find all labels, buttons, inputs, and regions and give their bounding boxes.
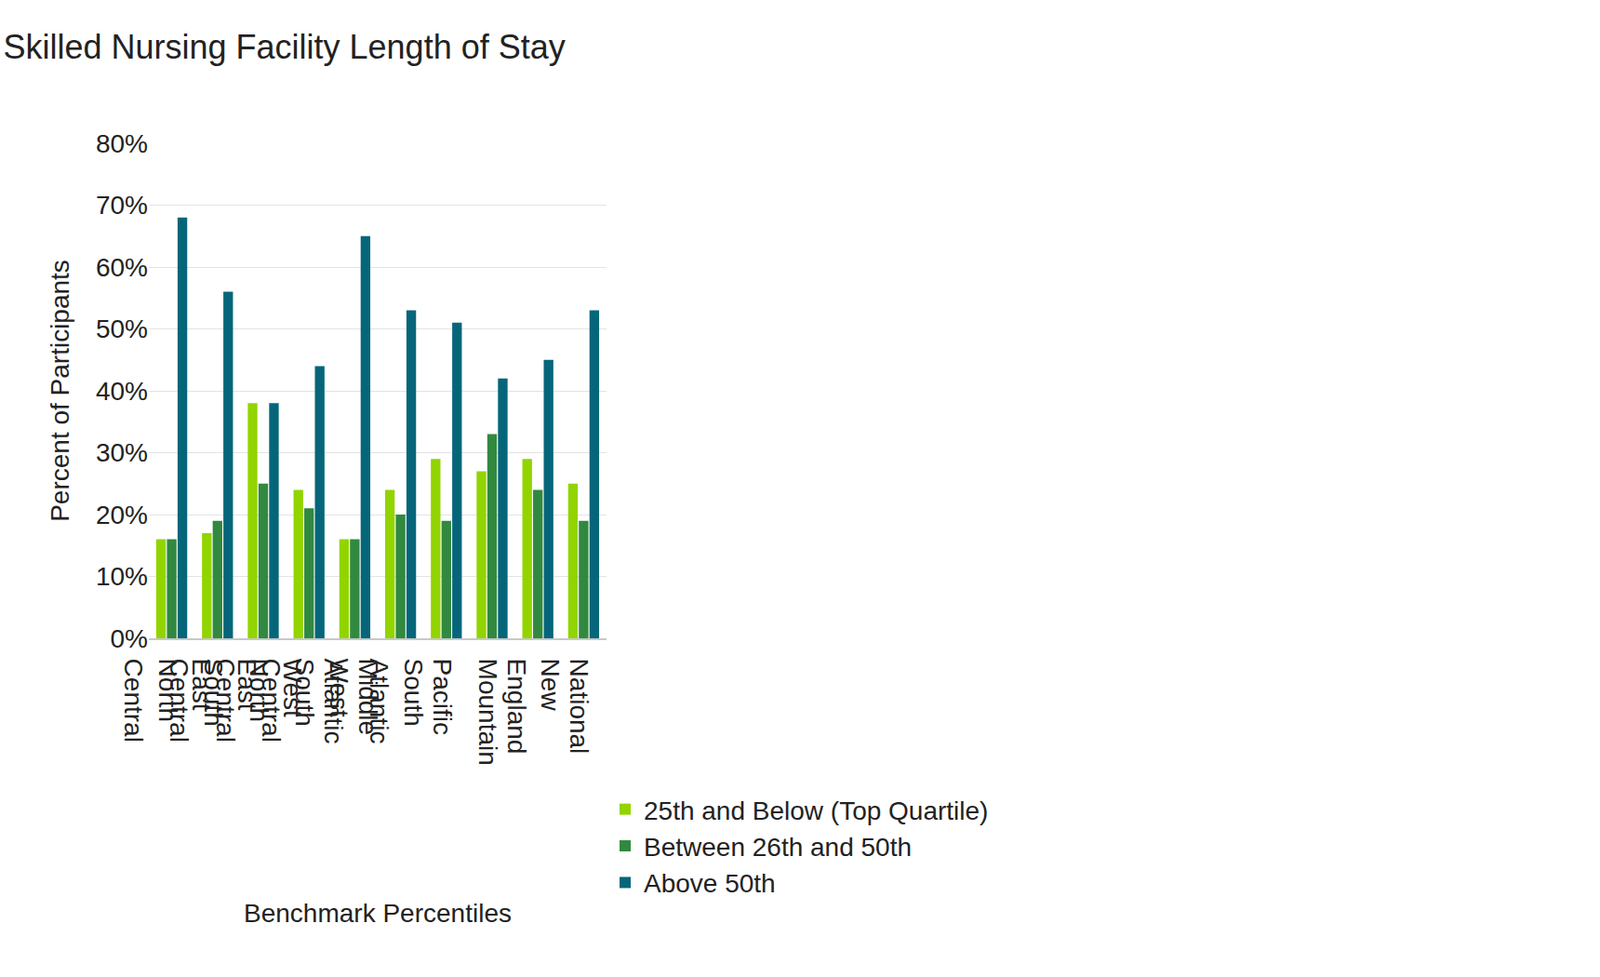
svg-text:Skilled Nursing Facility Lengt: Skilled Nursing Facility Length of Stay	[2, 27, 565, 67]
svg-text:Benchmark Percentiles: Benchmark Percentiles	[243, 898, 512, 928]
svg-text:Above 50th: Above 50th	[643, 868, 776, 898]
svg-text:70%: 70%	[95, 190, 148, 220]
svg-text:30%: 30%	[95, 438, 148, 467]
svg-text:SouthAtlantic: SouthAtlantic	[364, 658, 427, 745]
svg-text:WestSouthCentral: WestSouthCentral	[256, 658, 354, 743]
svg-text:National: National	[564, 658, 594, 755]
svg-text:Percent of Participants: Percent of Participants	[45, 259, 75, 522]
svg-text:20%: 20%	[95, 500, 148, 530]
svg-text:Mountain: Mountain	[473, 658, 503, 766]
svg-text:WestNorthCentral: WestNorthCentral	[211, 658, 308, 743]
svg-text:EastNorthCentral: EastNorthCentral	[119, 658, 216, 743]
svg-text:25th and Below (Top Quartile): 25th and Below (Top Quartile)	[643, 796, 988, 826]
svg-text:50%: 50%	[95, 314, 148, 344]
svg-text:EastSouthCentral: EastSouthCentral	[164, 658, 262, 743]
svg-text:Between 26th and 50th: Between 26th and 50th	[643, 832, 912, 862]
svg-text:MiddleAtlantic: MiddleAtlantic	[319, 658, 382, 745]
svg-text:10%: 10%	[95, 561, 148, 591]
svg-text:80%: 80%	[95, 129, 148, 159]
svg-text:60%: 60%	[95, 253, 148, 282]
svg-text:NewEngland: NewEngland	[502, 658, 565, 755]
svg-text:40%: 40%	[95, 376, 148, 406]
svg-text:Pacific: Pacific	[427, 658, 457, 735]
svg-text:0%: 0%	[110, 624, 148, 654]
